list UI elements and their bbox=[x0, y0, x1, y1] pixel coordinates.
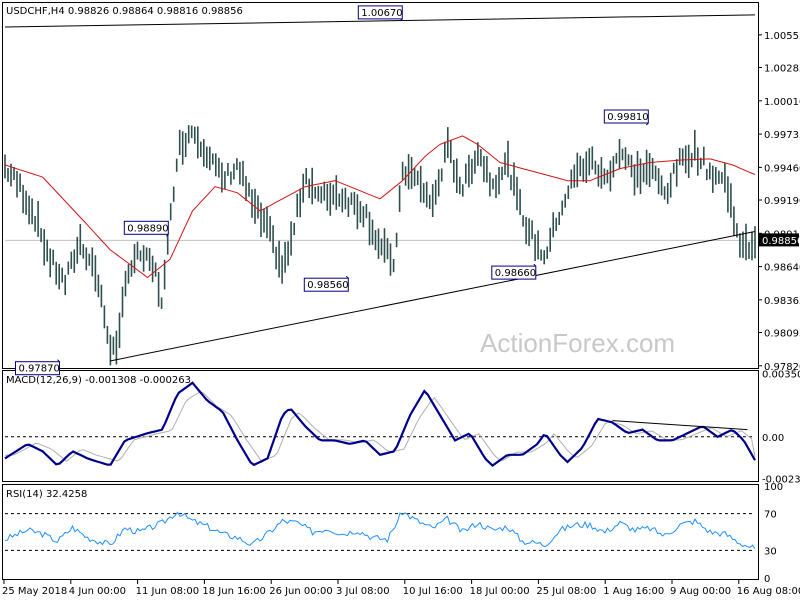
macd-title: MACD(12,26,9) -0.001308 -0.000263 bbox=[6, 375, 191, 386]
current-price-tag bbox=[759, 233, 799, 247]
price-panel-frame bbox=[2, 2, 759, 369]
price-axis-label: 0.98095 bbox=[764, 329, 800, 340]
level-annotation-tick bbox=[533, 263, 537, 267]
time-axis-label: 1 Aug 16:00 bbox=[603, 586, 664, 597]
level-annotation-label: 0.99810 bbox=[607, 112, 648, 123]
macd-series bbox=[4, 381, 756, 468]
rsi-panel-frame bbox=[2, 484, 759, 580]
macd-axis-label: 0.003505 bbox=[762, 370, 800, 381]
price-axis-label: 0.99735 bbox=[764, 130, 800, 141]
time-axis-label: 26 Jun 00:00 bbox=[269, 586, 333, 597]
level-annotation-box bbox=[603, 109, 649, 124]
rsi-line bbox=[4, 511, 756, 549]
level-annotation-label: 1.00670 bbox=[361, 8, 402, 19]
rsi-axis-label: 100 bbox=[764, 482, 783, 493]
time-axis-label: 9 Aug 00:00 bbox=[670, 586, 731, 597]
time-axis-label: 25 May 2018 bbox=[2, 586, 67, 597]
symbol-info: USDCHF,H4 0.98826 0.98864 0.98816 0.9885… bbox=[6, 6, 243, 17]
level-annotation-box bbox=[15, 361, 60, 376]
macd-trendline bbox=[612, 420, 748, 431]
price-series: 0.97870 0.98890 0.98560 1.00670 0.98660 0.998… bbox=[4, 5, 756, 376]
level-annotation-label: 0.98560 bbox=[307, 280, 348, 291]
price-axis-label: 0.98365 bbox=[764, 296, 800, 307]
level-annotation-tick bbox=[399, 18, 403, 22]
upper-trendline bbox=[4, 14, 756, 28]
rsi-title: RSI(14) 32.4258 bbox=[6, 489, 87, 500]
level-annotation-box bbox=[491, 265, 537, 280]
rsi-axis-label: 30 bbox=[764, 546, 777, 557]
rsi-series bbox=[4, 511, 756, 551]
macd-main-line bbox=[4, 381, 756, 468]
current-price-label: 0.98856 bbox=[762, 236, 800, 247]
price-axis-label: 1.00555 bbox=[764, 31, 800, 42]
rsi-axis-label: 0 bbox=[764, 574, 770, 585]
macd-panel-frame bbox=[2, 370, 759, 482]
level-annotation-tick bbox=[165, 233, 169, 237]
time-axis-label: 11 Jun 08:00 bbox=[136, 586, 200, 597]
level-annotation-box bbox=[357, 5, 403, 20]
watermark: ActionForex.com bbox=[480, 328, 675, 358]
macd-axis-label: -0.002328 bbox=[762, 475, 800, 486]
level-annotation-label: 0.98660 bbox=[495, 268, 536, 279]
macd-axis-label: 0.00 bbox=[762, 433, 784, 444]
moving-average-line bbox=[4, 135, 756, 279]
price-axis-label: 1.00285 bbox=[764, 64, 800, 75]
time-axis-label: 4 Jun 00:00 bbox=[69, 586, 126, 597]
lower-trendline bbox=[109, 230, 756, 362]
time-axis-label: 25 Jul 08:00 bbox=[536, 586, 596, 597]
time-axis-label: 18 Jun 16:00 bbox=[202, 586, 266, 597]
time-axis-label: 16 Aug 08:00 bbox=[737, 586, 800, 597]
level-annotation-label: 0.97870 bbox=[19, 364, 60, 375]
rsi-axis-label: 70 bbox=[764, 510, 777, 521]
macd-signal-line bbox=[5, 391, 756, 462]
level-annotation-label: 0.98890 bbox=[127, 223, 168, 234]
level-annotation-box bbox=[123, 220, 169, 235]
time-axis-label: 3 Jul 08:00 bbox=[336, 586, 390, 597]
level-annotation-tick bbox=[645, 122, 649, 126]
time-axis-label: 18 Jul 00:00 bbox=[470, 586, 530, 597]
level-annotation-tick bbox=[345, 275, 349, 279]
time-axis-label: 10 Jul 16:00 bbox=[403, 586, 463, 597]
level-annotation-tick bbox=[57, 359, 60, 363]
level-annotation-box bbox=[303, 277, 349, 292]
